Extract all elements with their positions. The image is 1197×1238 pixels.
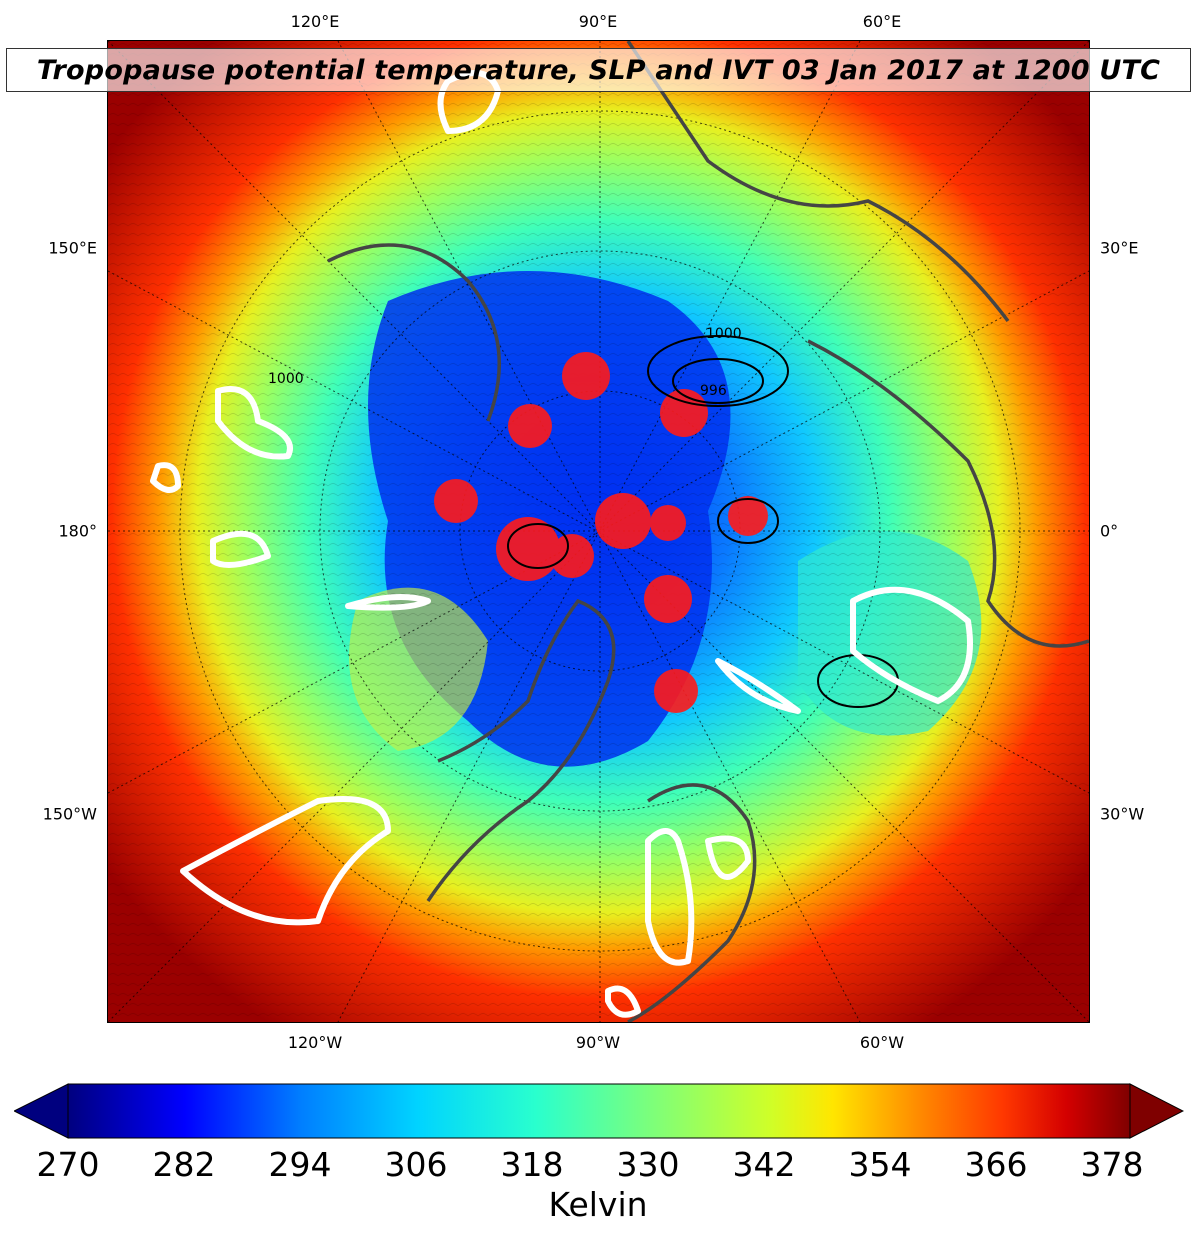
colorbar-tick-label: 342 [732, 1145, 796, 1184]
title-box: Tropopause potential temperature, SLP an… [6, 48, 1191, 92]
ivt-contours [150, 70, 973, 1018]
colorbar-tick-label: 378 [1080, 1145, 1144, 1184]
ivt-cyclone-blobs [434, 352, 768, 713]
lon-tick-label: 30°E [1100, 238, 1139, 258]
colorbar-extend-max [1129, 1083, 1184, 1139]
colorbar-extend-min [14, 1083, 69, 1139]
coastlines [327, 41, 1089, 1022]
colorbar-tick-label: 306 [384, 1145, 448, 1184]
lon-tick-label: 30°W [1100, 804, 1145, 824]
polar-map: 1000 1000 996 [108, 41, 1089, 1022]
colorbar [14, 1083, 1184, 1139]
colorbar-tick-label: 270 [36, 1145, 100, 1184]
colorbar-tick-label: 294 [268, 1145, 332, 1184]
colorbar-unit-label: Kelvin [548, 1185, 648, 1224]
lon-tick-label: 0° [1100, 521, 1119, 541]
lon-tick-label: 120°E [290, 12, 340, 31]
slp-contour-label: 1000 [268, 371, 304, 387]
colorbar-tick-label: 330 [616, 1145, 680, 1184]
lon-tick-label: 90°E [578, 12, 618, 31]
lon-tick-label: 180° [58, 521, 97, 541]
slp-contour-label: 1000 [706, 326, 742, 342]
lon-tick-label: 60°E [862, 12, 902, 31]
lon-tick-label: 150°W [42, 804, 97, 824]
colorbar-gradient [67, 1083, 1131, 1139]
lon-tick-label: 60°W [859, 1033, 905, 1052]
slp-contour-label: 996 [700, 383, 727, 399]
colorbar-tick-label: 366 [964, 1145, 1028, 1184]
map-title: Tropopause potential temperature, SLP an… [36, 54, 1161, 86]
colorbar-tick-label: 354 [848, 1145, 912, 1184]
lon-tick-label: 120°W [287, 1033, 343, 1052]
lon-tick-label: 90°W [575, 1033, 621, 1052]
lon-tick-label: 150°E [48, 238, 97, 258]
map-panel: 1000 1000 996 [107, 40, 1090, 1023]
colorbar-tick-label: 282 [152, 1145, 216, 1184]
colorbar-tick-label: 318 [500, 1145, 564, 1184]
